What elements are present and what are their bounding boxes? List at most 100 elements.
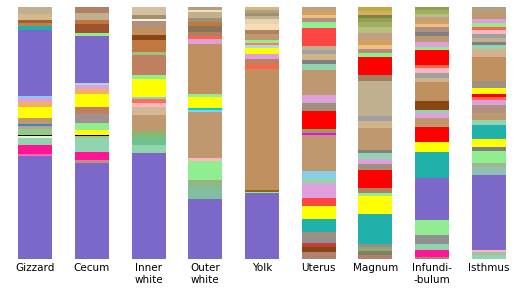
Bar	[18, 129, 52, 135]
Bar	[75, 152, 109, 160]
Bar	[472, 49, 506, 57]
Bar	[245, 65, 279, 69]
Bar	[358, 170, 392, 187]
Bar	[472, 27, 506, 30]
Bar	[415, 235, 449, 244]
Bar	[415, 27, 449, 32]
Bar	[358, 53, 392, 57]
Bar	[245, 34, 279, 40]
Bar	[132, 137, 166, 145]
Bar	[415, 50, 449, 65]
Bar	[302, 206, 336, 219]
Bar	[245, 48, 279, 54]
Bar	[18, 102, 52, 107]
Bar	[18, 96, 52, 98]
Bar	[415, 178, 449, 220]
Bar	[358, 75, 392, 81]
Bar	[302, 198, 336, 206]
Bar	[75, 85, 109, 89]
Bar	[188, 12, 222, 18]
Bar	[358, 187, 392, 193]
Bar	[75, 123, 109, 130]
Bar	[18, 7, 52, 14]
Bar	[18, 30, 52, 96]
Bar	[132, 75, 166, 79]
Bar	[188, 39, 222, 44]
Bar	[415, 47, 449, 50]
Bar	[472, 175, 506, 250]
Bar	[472, 139, 506, 147]
Bar	[188, 22, 222, 26]
Bar	[472, 57, 506, 81]
Bar	[472, 34, 506, 38]
Bar	[245, 29, 279, 34]
Bar	[188, 7, 222, 10]
Bar	[302, 28, 336, 46]
Bar	[75, 164, 109, 259]
Bar	[75, 13, 109, 20]
Bar	[415, 152, 449, 178]
Bar	[132, 39, 166, 52]
Bar	[415, 65, 449, 68]
Bar	[415, 73, 449, 78]
Bar	[358, 22, 392, 27]
Bar	[358, 255, 392, 259]
Bar	[245, 192, 279, 193]
Bar	[188, 36, 222, 39]
Bar	[245, 59, 279, 65]
Bar	[358, 7, 392, 11]
Bar	[415, 220, 449, 235]
Bar	[302, 251, 336, 259]
Bar	[245, 45, 279, 48]
Bar	[188, 199, 222, 259]
Bar	[302, 135, 336, 171]
Bar	[245, 19, 279, 24]
Bar	[415, 118, 449, 127]
Bar	[358, 49, 392, 53]
Bar	[358, 128, 392, 150]
Bar	[415, 82, 449, 101]
Bar	[188, 108, 222, 110]
Bar	[245, 10, 279, 13]
Bar	[358, 164, 392, 170]
Bar	[245, 193, 279, 259]
Bar	[358, 57, 392, 75]
Bar	[18, 156, 52, 259]
Bar	[302, 50, 336, 54]
Bar	[18, 98, 52, 102]
Bar	[188, 110, 222, 112]
Bar	[358, 154, 392, 159]
Bar	[302, 15, 336, 18]
Bar	[415, 110, 449, 113]
Bar	[132, 79, 166, 97]
Bar	[188, 161, 222, 180]
Bar	[132, 27, 166, 35]
Bar	[415, 257, 449, 259]
Bar	[472, 126, 506, 139]
Bar	[415, 10, 449, 14]
Bar	[188, 97, 222, 108]
Bar	[18, 138, 52, 145]
Bar	[472, 45, 506, 49]
Bar	[302, 103, 336, 111]
Bar	[18, 154, 52, 156]
Bar	[75, 36, 109, 83]
Bar	[302, 129, 336, 133]
Bar	[472, 38, 506, 42]
Bar	[358, 18, 392, 22]
Bar	[188, 10, 222, 12]
Bar	[188, 94, 222, 97]
Bar	[358, 116, 392, 121]
Bar	[415, 68, 449, 73]
Bar	[18, 136, 52, 138]
Bar	[415, 127, 449, 142]
Bar	[415, 24, 449, 27]
Bar	[188, 112, 222, 158]
Bar	[302, 46, 336, 50]
Bar	[472, 97, 506, 100]
Bar	[18, 135, 52, 136]
Bar	[188, 158, 222, 161]
Bar	[415, 142, 449, 152]
Bar	[188, 18, 222, 22]
Bar	[302, 64, 336, 69]
